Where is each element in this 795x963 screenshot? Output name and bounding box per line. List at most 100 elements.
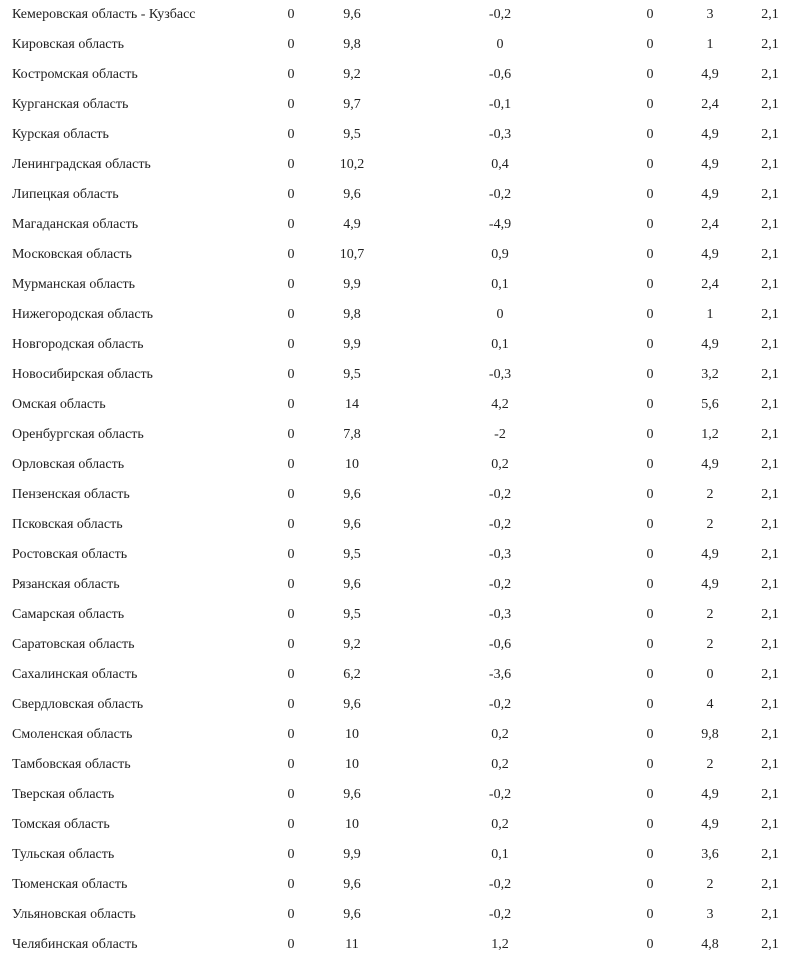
cell-value: -0,6 bbox=[488, 637, 512, 652]
cell-value: 10 bbox=[345, 757, 359, 772]
cell-value: 3 bbox=[706, 7, 714, 22]
cell-value: 10 bbox=[345, 457, 359, 472]
cell-value: 2,1 bbox=[761, 517, 779, 532]
cell-value: 9,2 bbox=[343, 637, 361, 652]
region-name: Тюменская область bbox=[12, 877, 128, 892]
cell-value: 4,9 bbox=[701, 127, 719, 142]
cell-value: -0,2 bbox=[488, 577, 512, 592]
cell-value: 1,2 bbox=[701, 427, 719, 442]
cell-value: 2,1 bbox=[761, 217, 779, 232]
cell-value: 0 bbox=[646, 757, 654, 772]
region-name: Смоленская область bbox=[12, 727, 133, 742]
cell-value: 2,1 bbox=[761, 337, 779, 352]
table-row: Тульская область 0 9,9 0,1 0 3,6 2,1 bbox=[0, 840, 795, 870]
cell-value: 0 bbox=[646, 817, 654, 832]
cell-value: -0,2 bbox=[488, 787, 512, 802]
cell-value: 0 bbox=[287, 37, 295, 52]
table-row: Новосибирская область 0 9,5 -0,3 0 3,2 2,1 bbox=[0, 360, 795, 390]
cell-value: 0,2 bbox=[491, 457, 509, 472]
cell-value: 0 bbox=[287, 217, 295, 232]
cell-value: 2,1 bbox=[761, 907, 779, 922]
cell-value: 0,1 bbox=[491, 277, 509, 292]
cell-value: 4,9 bbox=[701, 337, 719, 352]
cell-value: 5,6 bbox=[701, 397, 719, 412]
cell-value: 0 bbox=[646, 667, 654, 682]
cell-value: 2,1 bbox=[761, 667, 779, 682]
cell-value: 6,2 bbox=[343, 667, 361, 682]
region-name: Ростовская область bbox=[12, 547, 128, 562]
region-name: Челябинская область bbox=[12, 937, 138, 952]
region-name: Магаданская область bbox=[12, 217, 139, 232]
cell-value: 0,4 bbox=[491, 157, 509, 172]
cell-value: 0 bbox=[287, 397, 295, 412]
region-name: Курганская область bbox=[12, 97, 129, 112]
cell-value: 4,9 bbox=[701, 67, 719, 82]
cell-value: 0,1 bbox=[491, 337, 509, 352]
cell-value: 9,6 bbox=[343, 877, 361, 892]
table-row: Кемеровская область - Кузбасс 0 9,6 -0,2 0 3 2… bbox=[0, 0, 795, 30]
region-name: Кировская область bbox=[12, 37, 125, 52]
cell-value: 2,1 bbox=[761, 127, 779, 142]
table-row: Сахалинская область 0 6,2 -3,6 0 0 2,1 bbox=[0, 660, 795, 690]
region-name: Тульская область bbox=[12, 847, 115, 862]
cell-value: 2 bbox=[706, 757, 714, 772]
table-row: Курганская область 0 9,7 -0,1 0 2,4 2,1 bbox=[0, 90, 795, 120]
table-row: Ростовская область 0 9,5 -0,3 0 4,9 2,1 bbox=[0, 540, 795, 570]
table-row: Томская область 0 10 0,2 0 4,9 2,1 bbox=[0, 810, 795, 840]
cell-value: 2,1 bbox=[761, 787, 779, 802]
cell-value: 2,1 bbox=[761, 7, 779, 22]
cell-value: 4,8 bbox=[701, 937, 719, 952]
table-row: Оренбургская область 0 7,8 -2 0 1,2 2,1 bbox=[0, 420, 795, 450]
cell-value: 0 bbox=[287, 7, 295, 22]
region-name: Ленинградская область bbox=[12, 157, 151, 172]
cell-value: -0,2 bbox=[488, 487, 512, 502]
cell-value: 0 bbox=[287, 847, 295, 862]
region-name: Саратовская область bbox=[12, 637, 135, 652]
cell-value: 0 bbox=[646, 367, 654, 382]
cell-value: 2 bbox=[706, 637, 714, 652]
table-row: Новгородская область 0 9,9 0,1 0 4,9 2,1 bbox=[0, 330, 795, 360]
region-name: Сахалинская область bbox=[12, 667, 138, 682]
table-row: Липецкая область 0 9,6 -0,2 0 4,9 2,1 bbox=[0, 180, 795, 210]
cell-value: 9,6 bbox=[343, 517, 361, 532]
region-name: Омская область bbox=[12, 397, 106, 412]
cell-value: 14 bbox=[345, 397, 359, 412]
cell-value: 0 bbox=[646, 727, 654, 742]
cell-value: 9,6 bbox=[343, 487, 361, 502]
cell-value: 4,9 bbox=[701, 247, 719, 262]
cell-value: -4,9 bbox=[488, 217, 512, 232]
cell-value: 2,1 bbox=[761, 247, 779, 262]
cell-value: 0 bbox=[646, 607, 654, 622]
cell-value: 9,9 bbox=[343, 277, 361, 292]
cell-value: 0 bbox=[287, 187, 295, 202]
table-row: Костромская область 0 9,2 -0,6 0 4,9 2,1 bbox=[0, 60, 795, 90]
cell-value: 2,1 bbox=[761, 817, 779, 832]
cell-value: 7,8 bbox=[343, 427, 361, 442]
cell-value: -3,6 bbox=[488, 667, 512, 682]
cell-value: 0 bbox=[646, 427, 654, 442]
region-name: Самарская область bbox=[12, 607, 125, 622]
cell-value: 2,1 bbox=[761, 397, 779, 412]
cell-value: 2,1 bbox=[761, 67, 779, 82]
cell-value: 0 bbox=[287, 667, 295, 682]
region-name: Псковская область bbox=[12, 517, 123, 532]
cell-value: 2,1 bbox=[761, 877, 779, 892]
cell-value: 9,8 bbox=[343, 37, 361, 52]
cell-value: -0,2 bbox=[488, 517, 512, 532]
cell-value: 9,5 bbox=[343, 367, 361, 382]
table-row: Пензенская область 0 9,6 -0,2 0 2 2,1 bbox=[0, 480, 795, 510]
cell-value: 0 bbox=[646, 697, 654, 712]
cell-value: 0 bbox=[646, 547, 654, 562]
cell-value: 9,6 bbox=[343, 187, 361, 202]
cell-value: 2,1 bbox=[761, 367, 779, 382]
table-row: Саратовская область 0 9,2 -0,6 0 2 2,1 bbox=[0, 630, 795, 660]
cell-value: 2,1 bbox=[761, 727, 779, 742]
cell-value: 0 bbox=[287, 937, 295, 952]
cell-value: 2,1 bbox=[761, 457, 779, 472]
cell-value: 9,6 bbox=[343, 907, 361, 922]
cell-value: 0 bbox=[287, 907, 295, 922]
cell-value: 11 bbox=[345, 937, 359, 952]
cell-value: -0,2 bbox=[488, 697, 512, 712]
cell-value: 9,5 bbox=[343, 547, 361, 562]
